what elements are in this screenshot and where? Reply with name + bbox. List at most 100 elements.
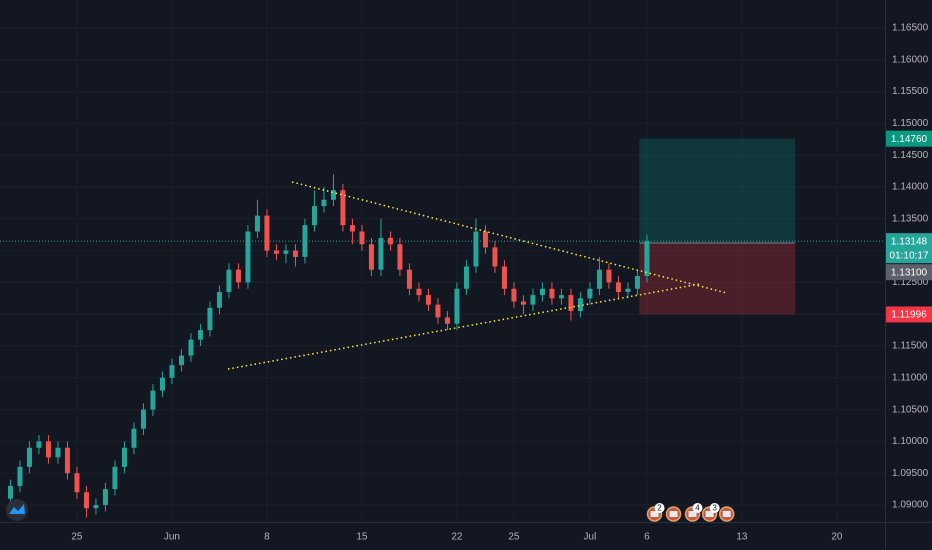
event-flag [705, 511, 714, 517]
candle-body [378, 237, 384, 270]
price-label-box [886, 233, 932, 264]
candle-body [64, 447, 70, 474]
event-count: 2 [657, 504, 662, 513]
candle-body [625, 288, 631, 292]
event-badge [692, 503, 703, 513]
logo-mark[interactable] [9, 504, 25, 514]
candle-body [587, 288, 593, 299]
candle-body [93, 505, 99, 509]
candle-body [188, 339, 194, 356]
candle-body [501, 266, 507, 289]
y-tick-label: 1.11500 [892, 341, 928, 352]
candle-body [634, 276, 640, 289]
candle-body [216, 291, 222, 308]
event-flag [688, 511, 697, 517]
price-label: 1.13148 [891, 236, 928, 247]
candle-body [254, 215, 260, 232]
candle-body [26, 447, 32, 467]
candle-body [112, 466, 118, 490]
price-label-box [886, 264, 932, 281]
logo[interactable] [6, 499, 28, 521]
candle-body [197, 330, 203, 340]
profit-zone [639, 138, 796, 243]
candle-body [83, 492, 89, 509]
x-tick-label: 13 [736, 532, 748, 543]
candle-body [330, 190, 336, 200]
candle-body [596, 269, 602, 289]
candle-body [321, 199, 327, 207]
candle-body [644, 241, 650, 277]
y-tick-label: 1.16000 [892, 54, 929, 65]
x-tick-label: Jun [164, 532, 180, 543]
x-tick-label: Jul [584, 532, 597, 543]
candle-body [511, 288, 517, 302]
candle-body [530, 295, 536, 305]
candle-body [397, 244, 403, 270]
event-badge [654, 503, 665, 513]
y-tick-label: 1.12500 [892, 277, 929, 288]
y-tick-label: 1.10500 [892, 404, 929, 415]
price-label: 1.11996 [891, 310, 927, 321]
y-tick-label: 1.09000 [892, 500, 929, 511]
candle-body [435, 304, 441, 318]
y-tick-label: 1.15000 [892, 118, 929, 129]
candle-body [539, 288, 545, 296]
price-label: 1.13100 [891, 267, 928, 278]
x-tick-label: 25 [508, 532, 520, 543]
candle-body [311, 206, 317, 226]
candle-body [406, 269, 412, 289]
candle-body [45, 441, 51, 458]
candle-body [425, 295, 431, 305]
candle-body [359, 231, 365, 245]
price-label-box [886, 130, 932, 147]
candle-body [549, 288, 555, 299]
y-tick-label: 1.14000 [892, 182, 929, 193]
candle-body [178, 355, 184, 366]
candle-body [207, 307, 213, 331]
y-tick-label: 1.16500 [892, 23, 929, 34]
candle-body [473, 231, 479, 267]
candle-body [36, 441, 42, 448]
event-badge [709, 503, 720, 513]
y-tick-label: 1.09500 [892, 468, 929, 479]
candle-body [264, 215, 270, 251]
candle-body [140, 409, 146, 429]
candle-body [74, 473, 80, 493]
y-tick-label: 1.11000 [892, 372, 928, 383]
x-tick-label: 22 [451, 532, 463, 543]
x-tick-label: 20 [831, 532, 843, 543]
y-tick-label: 1.13500 [892, 213, 929, 224]
y-tick-label: 1.15500 [892, 86, 929, 97]
candle-body [416, 288, 422, 296]
price-label-box [886, 306, 932, 323]
candle-body [387, 237, 393, 245]
candle-body [226, 269, 232, 292]
plot [0, 138, 885, 518]
candle-body [340, 190, 346, 226]
candle-body [349, 225, 355, 232]
candle-body [492, 247, 498, 267]
candle-body [7, 485, 13, 499]
x-tick-label: 6 [644, 532, 650, 543]
y-tick-label: 1.10000 [892, 436, 929, 447]
candle-body [273, 250, 279, 254]
candle-body [235, 269, 241, 283]
trendline [227, 283, 701, 370]
candle-body [102, 489, 108, 506]
candle-body [577, 298, 583, 312]
event-flag [722, 511, 731, 517]
candle-body [463, 266, 469, 289]
x-tick-label: 25 [71, 532, 83, 543]
candle-body [159, 377, 165, 391]
candle-body [568, 295, 574, 312]
candle-body [444, 317, 450, 324]
event-count: 4 [695, 504, 700, 513]
candle-body [283, 250, 289, 254]
price-label: 1.14760 [891, 134, 928, 145]
event-count: 3 [712, 504, 717, 513]
event-flag [669, 511, 678, 517]
candle-body [169, 365, 175, 378]
candle-body [482, 231, 488, 248]
candle-body [520, 301, 526, 305]
